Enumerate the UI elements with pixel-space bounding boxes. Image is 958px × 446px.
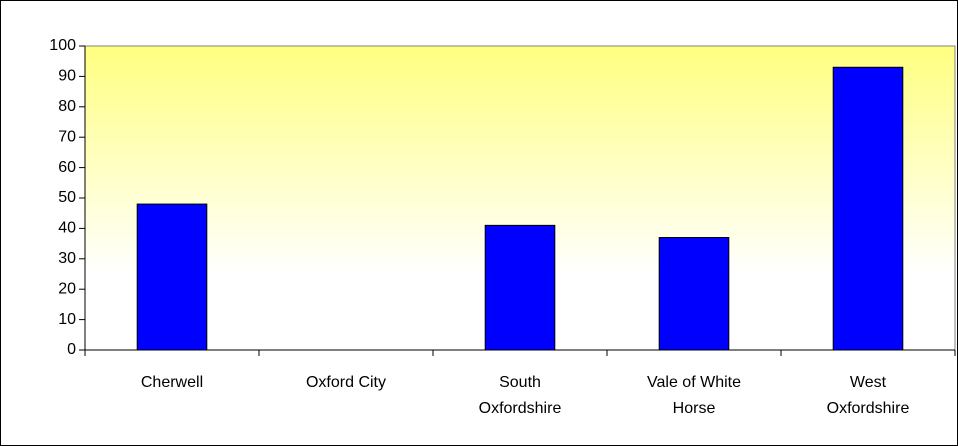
y-tick-label: 100 bbox=[49, 37, 76, 54]
bar bbox=[136, 203, 208, 351]
y-tick-label: 90 bbox=[58, 68, 76, 85]
y-tick-label: 80 bbox=[58, 98, 76, 115]
bar bbox=[484, 224, 556, 351]
y-tick-label: 10 bbox=[58, 311, 76, 328]
bar bbox=[658, 237, 730, 351]
bar bbox=[832, 66, 904, 351]
y-tick-label: 50 bbox=[58, 189, 76, 206]
y-tick-label: 30 bbox=[58, 250, 76, 267]
x-tick-label: West Oxfordshire bbox=[826, 374, 910, 417]
x-tick-label: Oxford City bbox=[305, 374, 386, 391]
x-tick-label: Vale of White Horse bbox=[647, 374, 741, 417]
x-tick-label: Cherwell bbox=[140, 374, 204, 391]
y-tick-label: 60 bbox=[58, 159, 76, 176]
x-tick-label: South Oxfordshire bbox=[478, 374, 562, 417]
y-tick-label: 70 bbox=[58, 128, 76, 145]
y-tick-label: 40 bbox=[58, 220, 76, 237]
y-tick-label: 20 bbox=[58, 280, 76, 297]
y-tick-label: 0 bbox=[67, 341, 76, 358]
